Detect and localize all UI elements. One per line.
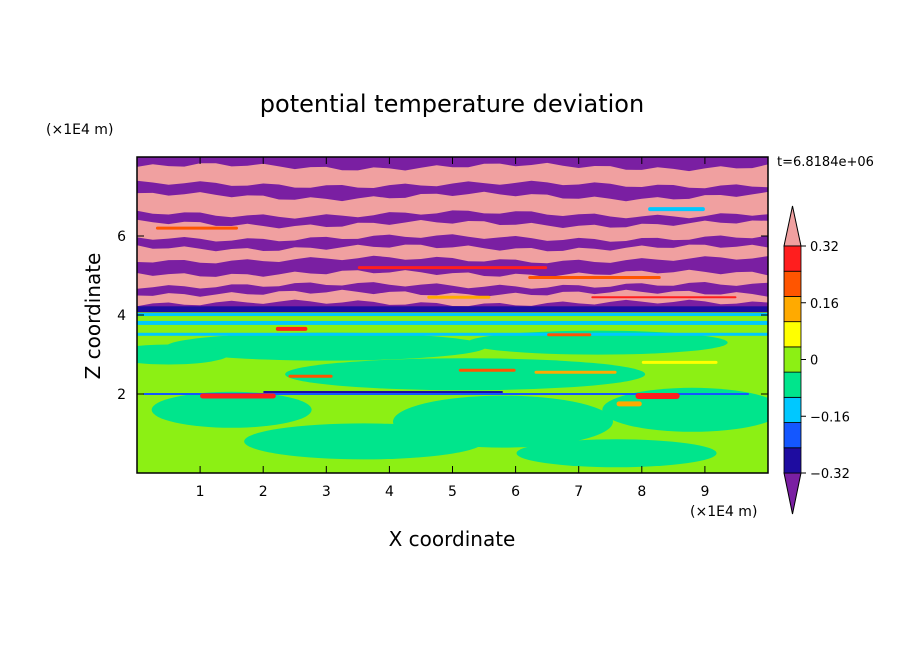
negative-line: [137, 306, 768, 313]
contour-streak: [547, 333, 592, 337]
colorbar-label: −0.32: [810, 467, 850, 482]
positive-band: [137, 269, 768, 289]
colorbar-bin: [783, 396, 802, 423]
contour-streak: [143, 393, 750, 395]
colorbar-bin: [783, 270, 802, 297]
colorbar-label: 0.32: [810, 240, 839, 255]
positive-band: [137, 244, 768, 264]
positive-band: [137, 219, 768, 242]
contour-streak: [357, 266, 548, 270]
colorbar-min-arrow: [783, 472, 802, 515]
contour-streak: [641, 360, 718, 364]
contour-field: [137, 157, 768, 473]
x-axis-unit: (×1E4 m): [690, 504, 757, 520]
contour-streak: [155, 226, 238, 230]
positive-band: [137, 162, 768, 189]
contour-patch: [467, 330, 728, 355]
contour-streak: [200, 393, 276, 399]
contour-patch: [516, 439, 717, 468]
colorbar-bin: [783, 296, 802, 323]
contour-patch: [137, 344, 229, 365]
contour-line: [137, 320, 768, 325]
contour-streak: [635, 392, 680, 399]
contour-streak: [458, 368, 516, 372]
y-tick-label: 2: [117, 387, 126, 403]
x-tick-label: 4: [385, 484, 394, 500]
x-tick-label: 9: [700, 484, 709, 500]
x-tick-label: 8: [637, 484, 646, 500]
contour-patch: [244, 423, 485, 460]
contour-patch: [285, 358, 646, 391]
contour-line: [137, 332, 768, 336]
colorbar-label: 0: [810, 354, 818, 369]
x-axis-title: X coordinate: [389, 527, 516, 551]
colorbar-bin: [783, 371, 802, 398]
contour-streak: [275, 326, 308, 331]
colorbar-bin: [783, 245, 802, 272]
y-tick-label: 4: [117, 308, 126, 324]
colorbar-label: −0.16: [810, 410, 850, 425]
colorbar-bin: [783, 346, 802, 373]
contour-streak: [616, 401, 642, 407]
colorbar-bin: [783, 447, 802, 474]
positive-band: [137, 191, 768, 219]
x-tick-label: 3: [322, 484, 331, 500]
x-tick-label: 7: [574, 484, 583, 500]
contour-streak: [591, 296, 737, 299]
contour-streak: [528, 275, 661, 279]
colorbar-label: 0.16: [810, 297, 839, 312]
x-tick-label: 2: [259, 484, 268, 500]
x-tick-label: 5: [448, 484, 457, 500]
x-tick-label: 6: [511, 484, 520, 500]
y-axis-title: Z coordinate: [81, 253, 105, 380]
contour-streak: [427, 295, 491, 299]
contour-streak: [534, 370, 617, 374]
contour-line: [137, 313, 768, 317]
contour-patch: [151, 391, 312, 428]
colorbar-bin: [783, 321, 802, 348]
contour-streak: [648, 207, 705, 212]
colorbar: 0.32 0.16 0 −0.16 −0.32: [783, 205, 850, 515]
y-axis-unit: (×1E4 m): [46, 122, 113, 138]
contour-streak: [263, 391, 503, 394]
colorbar-bin: [783, 422, 802, 449]
chart-title: potential temperature deviation: [260, 90, 644, 118]
y-tick-label: 6: [117, 229, 126, 245]
time-label: t=6.8184e+06: [777, 155, 874, 170]
x-tick-label: 1: [196, 484, 205, 500]
contour-streak: [288, 374, 333, 378]
colorbar-max-arrow: [783, 205, 802, 247]
contour-patch: [166, 332, 487, 361]
